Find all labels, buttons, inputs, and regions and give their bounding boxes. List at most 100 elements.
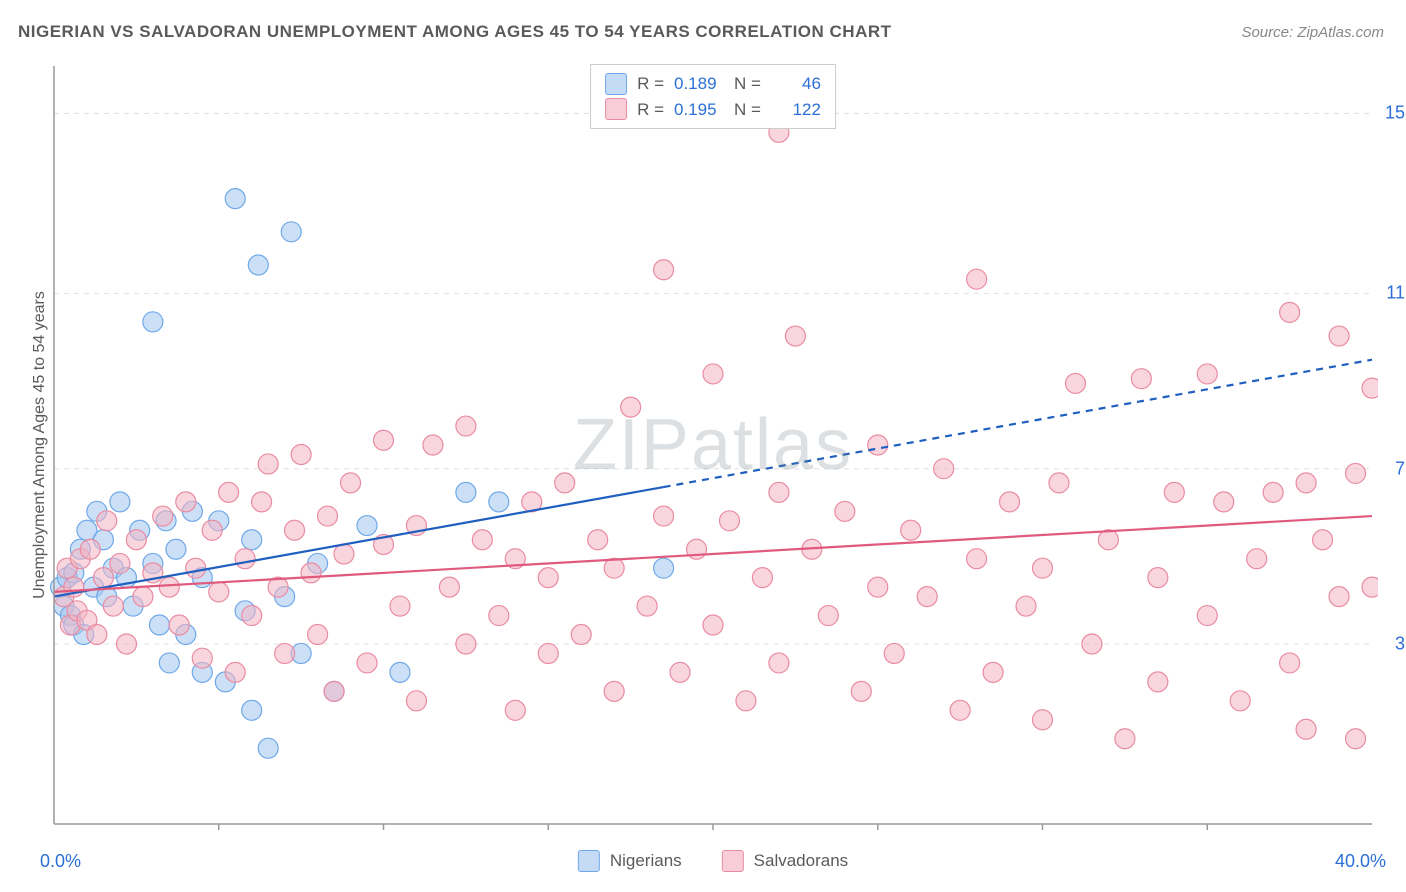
x-min-label: 0.0% (40, 851, 81, 872)
data-point (1247, 549, 1267, 569)
data-point (769, 653, 789, 673)
data-point (186, 558, 206, 578)
data-point (472, 530, 492, 550)
data-point (538, 643, 558, 663)
data-point (423, 435, 443, 455)
legend-label: Nigerians (610, 851, 682, 871)
data-point (1230, 691, 1250, 711)
data-point (1214, 492, 1234, 512)
legend-label: Salvadorans (754, 851, 849, 871)
data-point (456, 482, 476, 502)
data-point (1197, 364, 1217, 384)
data-point (252, 492, 272, 512)
data-point (308, 625, 328, 645)
data-point (950, 700, 970, 720)
x-max-label: 40.0% (1335, 851, 1386, 872)
data-point (219, 482, 239, 502)
data-point (248, 255, 268, 275)
data-point (1280, 653, 1300, 673)
data-point (1362, 378, 1378, 398)
data-point (901, 520, 921, 540)
data-point (868, 435, 888, 455)
legend-swatch (605, 98, 627, 120)
data-point (93, 568, 113, 588)
data-point (1263, 482, 1283, 502)
data-point (654, 260, 674, 280)
data-point (1313, 530, 1333, 550)
data-point (934, 459, 954, 479)
data-point (242, 530, 262, 550)
data-point (159, 653, 179, 673)
data-point (1098, 530, 1118, 550)
data-point (153, 506, 173, 526)
data-point (285, 520, 305, 540)
data-point (1296, 719, 1316, 739)
data-point (456, 416, 476, 436)
data-point (505, 700, 525, 720)
data-point (983, 662, 1003, 682)
data-point (169, 615, 189, 635)
data-point (555, 473, 575, 493)
data-point (1148, 568, 1168, 588)
data-point (588, 530, 608, 550)
data-point (719, 511, 739, 531)
y-axis-label: Unemployment Among Ages 45 to 54 years (31, 291, 49, 599)
data-point (357, 516, 377, 536)
data-point (1000, 492, 1020, 512)
data-point (637, 596, 657, 616)
data-point (489, 492, 509, 512)
data-point (406, 691, 426, 711)
data-point (159, 577, 179, 597)
data-point (110, 553, 130, 573)
data-point (1329, 326, 1349, 346)
data-point (1280, 302, 1300, 322)
scatter-plot (48, 60, 1378, 830)
data-point (604, 558, 624, 578)
data-point (341, 473, 361, 493)
data-point (192, 648, 212, 668)
data-point (242, 700, 262, 720)
data-point (1329, 587, 1349, 607)
data-point (258, 738, 278, 758)
stats-legend: R =0.189N =46R =0.195N =122 (590, 64, 836, 129)
y-tick-label: 11.2% (1386, 283, 1406, 304)
data-point (97, 511, 117, 531)
data-point (390, 596, 410, 616)
data-point (1049, 473, 1069, 493)
data-point (703, 615, 723, 635)
data-point (456, 634, 476, 654)
legend-item: Salvadorans (722, 850, 849, 872)
legend-swatch (578, 850, 600, 872)
data-point (752, 568, 772, 588)
data-point (390, 662, 410, 682)
data-point (769, 482, 789, 502)
data-point (103, 596, 123, 616)
data-point (275, 643, 295, 663)
data-point (209, 582, 229, 602)
y-tick-label: 3.8% (1395, 633, 1406, 654)
data-point (242, 606, 262, 626)
legend-swatch (722, 850, 744, 872)
data-point (324, 681, 344, 701)
legend-stats-row: R =0.195N =122 (605, 97, 821, 123)
data-point (1362, 577, 1378, 597)
data-point (967, 269, 987, 289)
data-point (225, 189, 245, 209)
data-point (917, 587, 937, 607)
source-label: Source: ZipAtlas.com (1241, 24, 1384, 41)
data-point (538, 568, 558, 588)
data-point (571, 625, 591, 645)
data-point (884, 643, 904, 663)
data-point (374, 430, 394, 450)
data-point (654, 506, 674, 526)
data-point (317, 506, 337, 526)
trend-line-extrapolated (664, 360, 1372, 487)
legend-item: Nigerians (578, 850, 682, 872)
data-point (1197, 606, 1217, 626)
data-point (202, 520, 222, 540)
data-point (80, 539, 100, 559)
data-point (143, 312, 163, 332)
chart-area: Unemployment Among Ages 45 to 54 years Z… (48, 60, 1378, 830)
data-point (176, 492, 196, 512)
data-point (851, 681, 871, 701)
